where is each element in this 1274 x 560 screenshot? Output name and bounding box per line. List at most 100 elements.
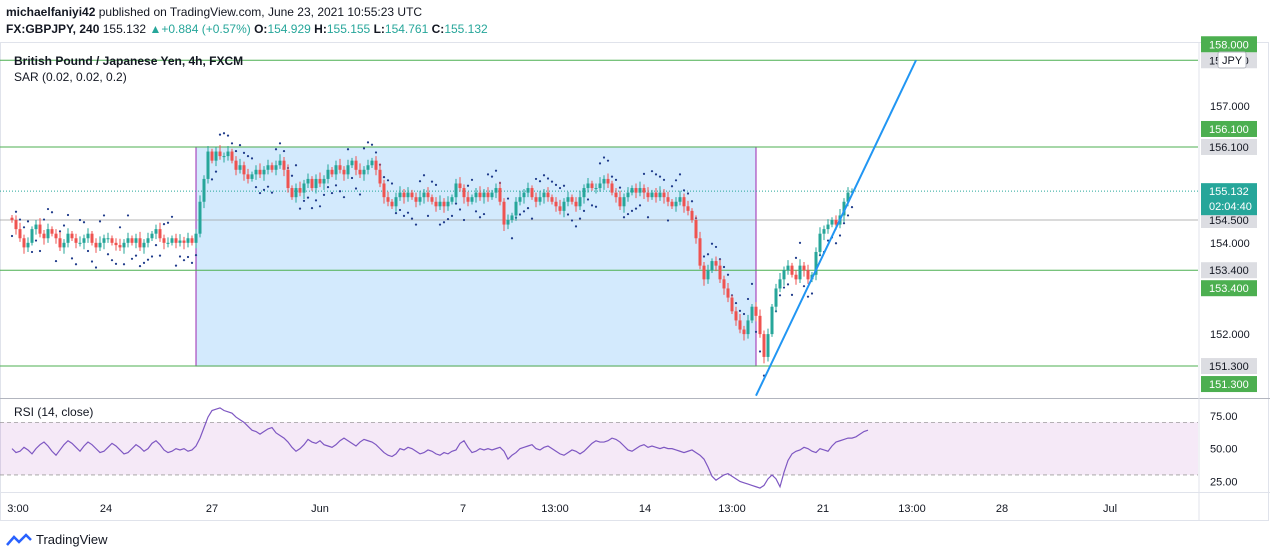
- candle-body: [830, 220, 834, 225]
- sar-dot: [318, 205, 322, 208]
- sar-dot: [614, 178, 618, 181]
- candle-body: [786, 265, 790, 271]
- pane-labels: British Pound / Japanese Yen, 4h, FXCM SA…: [14, 54, 243, 419]
- sar-dot: [610, 175, 614, 178]
- sar-dot: [186, 255, 190, 259]
- candle-body: [330, 169, 334, 175]
- sar-dot: [806, 295, 810, 298]
- time-tick-label: 7: [460, 503, 466, 515]
- time-axis: 3:00 24 27 Jun 7 13:00 14 13:00 21 13:00 28 Jul: [7, 503, 1117, 515]
- candle-body: [430, 197, 434, 202]
- sar-dot: [26, 220, 30, 223]
- sar-dot: [490, 175, 494, 178]
- candle-body: [522, 192, 526, 198]
- sar-dot: [546, 177, 550, 180]
- candle-body: [606, 178, 610, 184]
- level-green-label-text: 153.400: [1209, 283, 1249, 295]
- candle-body: [170, 238, 174, 243]
- candle-body: [822, 229, 826, 234]
- candle-body: [106, 238, 110, 240]
- candle-body: [270, 165, 274, 170]
- candle-body: [782, 270, 786, 280]
- candle-body: [510, 215, 514, 220]
- sar-dot: [382, 175, 386, 179]
- candle-body: [214, 151, 218, 161]
- sar-dot: [130, 257, 134, 260]
- candle-body: [662, 192, 666, 198]
- sar-dot: [634, 207, 638, 210]
- sar-dot: [642, 172, 646, 176]
- sar-dot: [106, 253, 110, 256]
- sar-dot: [646, 216, 650, 219]
- sar-dot: [34, 239, 38, 242]
- candle-body: [262, 169, 266, 175]
- sar-dot: [146, 258, 150, 261]
- sar-dot: [522, 210, 526, 213]
- sar-dot: [394, 212, 398, 215]
- sar-dot: [322, 193, 326, 196]
- ascending-trendline: [755, 59, 917, 397]
- candle-body: [458, 183, 462, 189]
- candle-body: [82, 238, 86, 243]
- sar-dot: [82, 221, 86, 224]
- sar-dot: [98, 220, 102, 223]
- sar-dot: [310, 207, 314, 210]
- sar-dot: [122, 263, 126, 266]
- sar-dot: [118, 226, 122, 229]
- price-change: +0.884 (+0.57%): [161, 22, 251, 36]
- candle-body: [278, 160, 282, 166]
- sar-dot: [582, 209, 586, 212]
- candle-body: [574, 201, 578, 207]
- candle-body: [130, 238, 134, 243]
- publisher-name[interactable]: michaelfaniyi42: [6, 5, 96, 19]
- countdown-text: 02:04:40: [1209, 201, 1252, 213]
- sar-dot: [746, 297, 750, 301]
- sar-dot: [442, 221, 446, 224]
- candle-body: [274, 165, 278, 170]
- level-grey-label-bg: [1201, 138, 1257, 155]
- candle-body: [670, 201, 674, 207]
- sar-dot: [654, 173, 658, 176]
- sar-dot: [174, 264, 178, 267]
- candle-body: [826, 224, 830, 230]
- sar-dot: [426, 214, 430, 217]
- candle-body: [558, 206, 562, 211]
- sar-dot: [842, 222, 846, 225]
- candle-body: [502, 201, 506, 225]
- sar-dot: [342, 196, 346, 199]
- grey-level-label: 154.500: [1201, 212, 1257, 228]
- candle-body: [34, 224, 38, 230]
- candle-body: [798, 265, 802, 280]
- sar-dot: [434, 183, 438, 186]
- candle-body: [654, 192, 658, 198]
- candle-body: [774, 288, 778, 307]
- candle-body: [254, 169, 258, 175]
- current-price-text: 155.132: [1209, 186, 1249, 198]
- candle-body: [98, 242, 102, 248]
- sar-dot: [234, 149, 238, 153]
- level-green-label: 158.000: [1201, 36, 1257, 53]
- candle-body: [230, 151, 234, 161]
- candle-body: [410, 192, 414, 198]
- footer-brand[interactable]: TradingView: [6, 532, 108, 547]
- sar-dot: [410, 217, 414, 220]
- sar-dot: [162, 223, 166, 226]
- sar-dot: [726, 273, 730, 276]
- time-tick-label: 28: [996, 503, 1008, 515]
- level-green-label: 153.400: [1201, 280, 1257, 297]
- candle-body: [70, 233, 74, 239]
- candle-body: [686, 206, 690, 211]
- sar-dot: [290, 174, 294, 177]
- sar-dot: [458, 208, 462, 211]
- sar-dot: [462, 218, 466, 222]
- candle-body: [150, 233, 154, 239]
- candle-body: [698, 238, 702, 266]
- sar-dot: [94, 266, 98, 269]
- level-green-label: 151.300: [1201, 376, 1257, 393]
- sar-dot: [510, 237, 514, 240]
- sar-dot: [662, 178, 666, 181]
- candle-body: [506, 220, 510, 225]
- sar-dot: [714, 245, 718, 249]
- time-tick-label: 14: [639, 503, 651, 515]
